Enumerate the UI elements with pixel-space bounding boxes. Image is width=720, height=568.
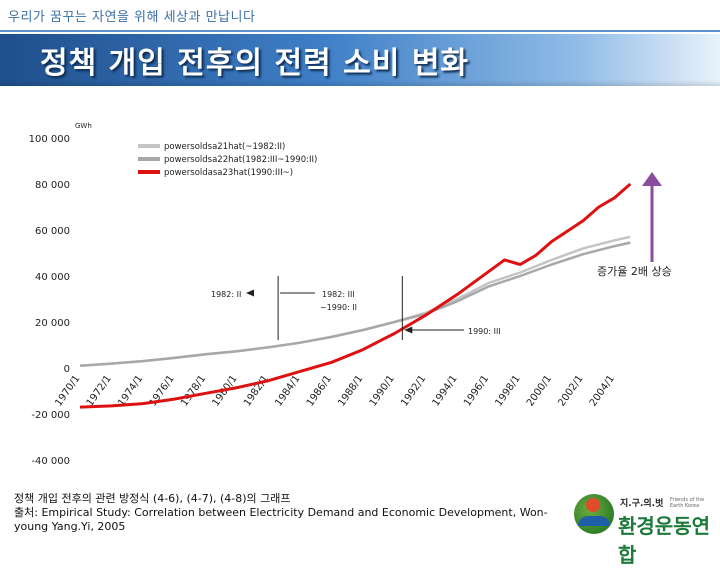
page-title: 정책 개입 전후의 전력 소비 변화 [40,46,470,81]
x-tick-label: 1982/1 [242,373,271,408]
x-tick-label: 2000/1 [525,373,554,408]
x-tick-label: 1978/1 [179,373,208,408]
x-tick-label: 1990/1 [368,373,397,408]
y-tick-label: -40 000 [31,456,70,467]
x-tick-label: 1996/1 [462,373,491,408]
title-bar [0,34,720,86]
y-tick-label: 100 000 [29,134,70,145]
annotation-1982-1990: 1982: III [322,290,355,299]
series-layer [79,182,632,409]
caption-line-1: 정책 개입 전후의 관련 방정식 (4-6), (4-7), (4-8)의 그래… [14,492,291,505]
x-tick-label: 1998/1 [493,373,522,408]
caption-line-2: 출처: Empirical Study: Correlation between… [14,506,548,533]
fem-logo-icon [574,494,614,534]
legend-label-2: powersoldsa22hat(1982:III~1990:II) [164,155,317,165]
legend-label-3: powersoldasa23hat(1990:III~) [164,168,293,178]
logo-big-text: 환경운동연합 [618,514,710,567]
annotation-1982-1990-end: ~1990: II [320,303,357,312]
y-tick-label: 60 000 [35,226,70,237]
y-tick-label: 80 000 [35,180,70,191]
y-tick-label: 0 [64,364,70,375]
series-line-1 [79,235,631,367]
logo-tiny-text: Friends of the Earth Korea [670,497,705,509]
organization-logo: 지.구.의.벗 Friends of the Earth Korea 환경운동연… [570,492,710,567]
series-line-3 [79,182,632,409]
x-tick-label: 1992/1 [399,373,428,408]
x-tick-label: 1986/1 [305,373,334,408]
increase-note: 증가율 2배 상승 [597,265,672,278]
y-tick-label: -20 000 [31,410,70,421]
increase-arrow-head [642,172,662,186]
x-tick-label: 1994/1 [431,373,460,408]
unit-label: GWh [75,122,92,130]
caption: 정책 개입 전후의 관련 방정식 (4-6), (4-7), (4-8)의 그래… [14,492,574,534]
annotation-1982: 1982: II [211,290,241,299]
y-tick-label: 40 000 [35,272,70,283]
annotation-layer: 1982: II 1982: III ~1990: II 1990: III 증… [211,172,672,340]
arrow-head-1990 [404,326,413,334]
annotation-1990: 1990: III [468,327,501,336]
power-consumption-chart: GWh 100 000 80 000 60 000 40 000 20 000 0 -20 0… [29,122,672,467]
x-tick-label: 1970/1 [53,373,82,408]
y-tick-label: 20 000 [35,318,70,329]
legend-label-1: powersoldsa21hat(~1982:II) [164,142,285,152]
x-tick-label: 1988/1 [336,373,365,408]
x-tick-label: 1972/1 [85,373,114,408]
arrow-head-1982 [246,289,254,297]
legend: powersoldsa21hat(~1982:II) powersoldsa22h… [138,142,317,178]
x-tick-label: 2004/1 [588,373,617,408]
x-tick-label: 2002/1 [556,373,585,408]
slogan-text: 우리가 꿈꾸는 자연을 위해 세상과 만납니다 [8,10,256,25]
logo-small-text: 지.구.의.벗 [620,499,664,509]
top-divider [0,30,720,32]
series-line-2 [79,241,631,367]
